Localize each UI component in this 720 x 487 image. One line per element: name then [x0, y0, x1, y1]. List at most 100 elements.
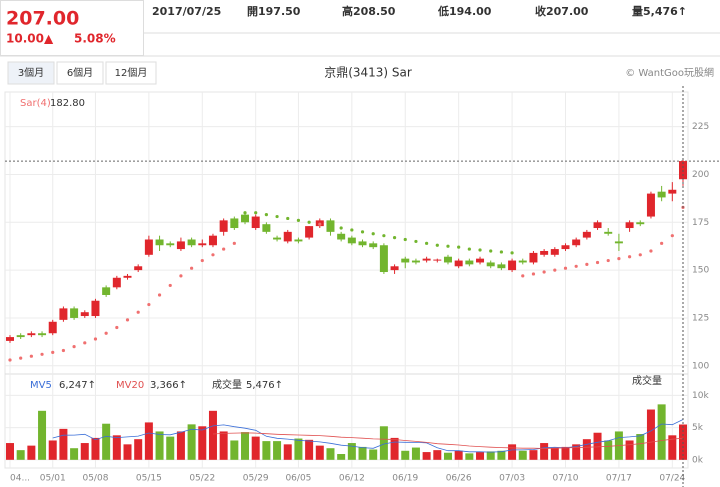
candle-body	[48, 321, 57, 334]
sar-dot	[40, 352, 44, 356]
sar-dot	[147, 302, 151, 307]
volume-bar	[411, 447, 420, 460]
volume-bar	[582, 439, 591, 460]
candle-body	[476, 258, 485, 263]
candle-body	[38, 333, 47, 336]
volume-bar	[27, 445, 36, 460]
sar-dot	[371, 232, 375, 236]
change-pct: 5.08%	[74, 32, 116, 46]
candle-body	[112, 277, 121, 288]
chart-title: 京鼎(3413) Sar	[324, 66, 412, 80]
volume-bar	[241, 432, 250, 460]
candle-body	[422, 258, 431, 261]
legend-name: MV5	[30, 380, 52, 391]
range-button-label[interactable]: 12個月	[115, 66, 148, 79]
quote-box	[0, 0, 144, 56]
range-button[interactable]	[56, 61, 104, 85]
corner-label: 成交量	[632, 374, 662, 387]
volume-bar	[401, 450, 410, 460]
sar-dot	[115, 325, 119, 330]
x-tick-label: 05/15	[136, 474, 162, 484]
range-button[interactable]	[105, 61, 157, 85]
candle-body	[155, 239, 164, 246]
volume-bar	[593, 432, 602, 460]
volume-bar	[198, 426, 207, 460]
candle-body	[176, 241, 185, 250]
volume-bar	[70, 448, 79, 460]
candle-body	[219, 220, 228, 232]
candle-body	[198, 243, 207, 246]
sar-dot	[403, 237, 407, 242]
range-button[interactable]	[7, 61, 55, 85]
volume-bar	[657, 404, 666, 460]
legend-value: 3,366↑	[150, 380, 187, 391]
sar-dot	[467, 247, 471, 251]
y-tick-label: 200	[692, 170, 709, 180]
volume-bar	[337, 454, 346, 460]
sar-dot	[286, 216, 290, 221]
sar-dot	[606, 258, 610, 263]
candle-body	[305, 226, 314, 238]
volume-bar	[529, 450, 538, 460]
x-tick-label: 05/01	[40, 474, 66, 484]
sar-dot	[660, 241, 664, 245]
date: 2017/07/25	[152, 5, 221, 18]
volume-bar	[476, 452, 485, 460]
sar-dot	[51, 350, 55, 354]
sar-dot	[478, 248, 482, 252]
sar-dot	[211, 253, 215, 257]
volume-bar	[80, 443, 89, 460]
sar-dot	[264, 213, 268, 217]
volume-bar	[422, 452, 431, 460]
candle-body	[294, 239, 303, 242]
range-button-label[interactable]: 6個月	[67, 66, 93, 79]
volume-bar	[230, 440, 239, 460]
sar-dot	[157, 293, 162, 297]
volume-bar	[646, 409, 655, 460]
sar-dot	[275, 214, 279, 219]
volume-bar	[251, 436, 260, 460]
candle-body	[561, 245, 570, 250]
volume-bar	[273, 441, 282, 460]
sar-dot	[425, 241, 429, 245]
sar-dot	[531, 272, 536, 276]
candle-body	[262, 224, 271, 232]
candle-body	[572, 239, 581, 246]
sar-dot	[72, 345, 76, 349]
legend-value: 6,247↑	[59, 380, 96, 391]
range-button-label[interactable]: 3個月	[18, 66, 44, 79]
sar-dot	[585, 262, 589, 266]
plot-frame	[4, 91, 689, 469]
volume-bar	[315, 445, 324, 460]
candle-body	[16, 335, 25, 338]
sar-dot	[136, 310, 140, 314]
x-tick-label: 06/05	[285, 474, 311, 484]
sar-dot	[296, 218, 301, 222]
volume-bar	[48, 440, 57, 460]
sar-dot	[542, 270, 546, 274]
candle-body	[636, 222, 645, 225]
x-tick-label: 05/29	[243, 474, 269, 484]
volume-bar	[379, 426, 388, 460]
volume-bar	[518, 450, 527, 460]
sar-dot	[638, 253, 642, 257]
candle-body	[518, 260, 527, 263]
candle-body	[390, 266, 399, 271]
sar-legend-name: Sar(4)	[20, 98, 51, 109]
candle-body	[6, 337, 14, 341]
legend-name: 成交量	[212, 378, 242, 391]
price: 207.00	[6, 8, 79, 30]
sar-dot	[489, 249, 493, 253]
candle-body	[230, 218, 239, 229]
volume-bar	[176, 431, 185, 460]
x-tick-label: 07/03	[499, 474, 525, 484]
volume-bar	[508, 444, 517, 460]
sar-dot	[627, 255, 632, 259]
volume-bar	[433, 450, 442, 460]
volume-bar	[59, 428, 68, 460]
sar-dot	[617, 257, 621, 261]
volume-bar	[540, 443, 549, 460]
sar-dot	[104, 331, 108, 335]
candle-body	[369, 243, 378, 248]
volume-bar	[187, 424, 196, 460]
